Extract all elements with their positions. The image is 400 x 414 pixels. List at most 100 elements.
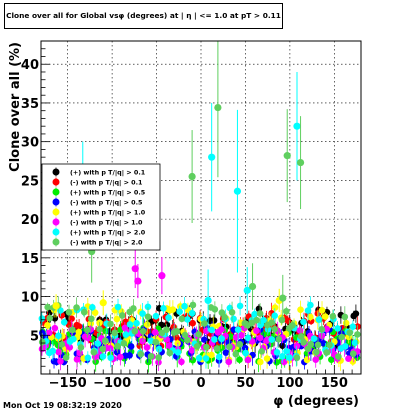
data-point <box>143 344 151 351</box>
data-point <box>155 345 163 353</box>
y-tick-label: 40 <box>21 58 39 73</box>
data-point <box>201 320 208 327</box>
data-point <box>296 158 305 167</box>
data-point <box>184 336 191 344</box>
data-point <box>163 321 171 329</box>
data-point <box>222 349 230 356</box>
data-point <box>87 320 95 327</box>
data-point <box>354 331 361 338</box>
data-point <box>214 104 222 112</box>
legend-label: (-) with p T/|q| > 0.1 <box>70 179 143 188</box>
data-point <box>144 303 152 311</box>
data-point <box>257 321 264 329</box>
data-point <box>122 331 130 338</box>
data-point <box>289 321 296 329</box>
legend-marker <box>52 168 60 176</box>
y-tick-label: 5 <box>30 329 39 344</box>
data-point <box>178 315 186 323</box>
data-point <box>84 334 92 342</box>
data-point <box>44 322 51 329</box>
data-point <box>251 310 258 318</box>
data-point <box>77 344 85 351</box>
data-point <box>238 332 245 339</box>
data-point <box>307 313 314 321</box>
data-point <box>218 335 225 343</box>
series-5-highlight <box>134 264 142 299</box>
data-point <box>225 358 233 366</box>
data-point <box>232 350 240 358</box>
data-point <box>113 315 121 323</box>
data-point <box>113 348 121 356</box>
data-point <box>120 340 128 347</box>
data-point <box>144 313 152 320</box>
data-point <box>342 319 350 327</box>
data-point <box>313 348 320 356</box>
data-point <box>151 329 159 336</box>
data-point <box>286 354 293 361</box>
data-point <box>117 353 124 361</box>
data-point <box>204 296 212 305</box>
data-point <box>260 316 267 324</box>
data-point <box>114 342 121 350</box>
data-point <box>101 337 109 345</box>
data-point <box>248 319 256 327</box>
series-7-highlight <box>279 274 287 322</box>
data-point <box>293 354 301 362</box>
series-7-highlight <box>283 109 291 203</box>
data-point <box>268 336 276 343</box>
data-point <box>173 328 181 335</box>
data-point <box>275 335 283 343</box>
data-point <box>102 327 110 335</box>
data-point <box>258 348 266 355</box>
legend-label: (+) with p T/|q| > 0.5 <box>70 189 145 198</box>
data-point <box>80 308 88 316</box>
series-7-highlight <box>214 41 222 178</box>
data-point <box>174 348 182 356</box>
data-point <box>66 343 74 351</box>
data-point <box>318 325 326 333</box>
data-point <box>176 308 183 316</box>
data-point <box>49 347 57 355</box>
data-point <box>130 305 137 312</box>
data-point <box>155 354 162 361</box>
data-point <box>349 323 357 330</box>
data-point <box>114 303 122 311</box>
data-point <box>158 329 166 337</box>
data-point <box>91 309 99 316</box>
data-point <box>208 326 215 334</box>
chart-title-box: Clone over all for Global vsφ (degrees) … <box>4 3 283 29</box>
data-point <box>90 348 98 356</box>
legend-marker <box>52 178 60 186</box>
data-point <box>58 341 66 348</box>
data-point <box>145 358 152 366</box>
data-point <box>75 328 83 336</box>
series-7-highlight <box>188 130 196 223</box>
x-tick-label: −150 <box>49 376 87 391</box>
data-point <box>293 122 301 130</box>
data-point <box>326 341 333 349</box>
data-point <box>273 359 280 366</box>
legend-marker <box>52 188 60 196</box>
data-point <box>314 341 322 349</box>
series-4-highlight <box>99 290 107 316</box>
legend-box <box>41 163 161 251</box>
data-point <box>45 329 53 337</box>
data-point <box>218 326 225 333</box>
series-7-highlight <box>248 263 257 310</box>
data-point <box>211 336 218 343</box>
series-6-highlight <box>243 267 251 314</box>
data-point <box>134 277 142 285</box>
data-point <box>46 314 54 322</box>
data-point <box>304 307 312 314</box>
data-point <box>283 348 290 355</box>
data-point <box>307 340 315 348</box>
y-tick-label: 25 <box>21 174 39 189</box>
data-point <box>244 356 252 364</box>
data-point <box>152 338 160 346</box>
data-point <box>335 353 342 360</box>
data-point <box>278 316 286 324</box>
data-point <box>236 341 244 348</box>
data-point <box>208 351 215 359</box>
x-tick-label: −100 <box>93 376 131 391</box>
data-point <box>111 329 118 337</box>
